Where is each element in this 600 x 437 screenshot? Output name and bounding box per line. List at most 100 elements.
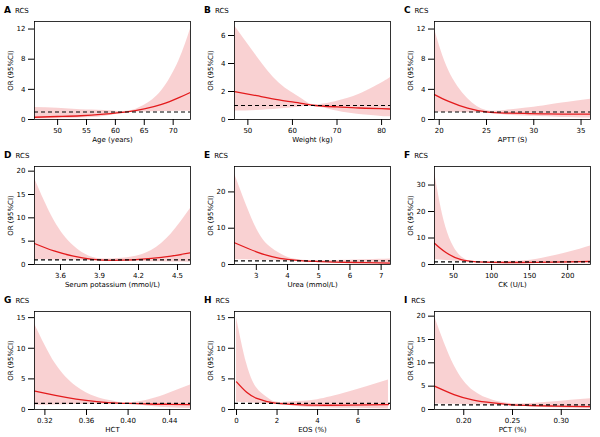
svg-text:5: 5 <box>221 375 225 383</box>
svg-text:50: 50 <box>449 272 458 280</box>
svg-text:2: 2 <box>275 417 279 425</box>
svg-text:65: 65 <box>140 127 149 135</box>
svg-text:OR (95%CI): OR (95%CI) <box>207 50 215 91</box>
svg-text:Weight (kg): Weight (kg) <box>292 136 333 144</box>
html-text:F RCS: F RCS <box>404 150 428 160</box>
svg-text:0.32: 0.32 <box>37 417 53 425</box>
svg-text:OR (95%CI): OR (95%CI) <box>7 195 15 236</box>
svg-text:0: 0 <box>21 116 25 124</box>
svg-text:APTT (S): APTT (S) <box>498 136 528 144</box>
svg-text:4: 4 <box>421 86 426 94</box>
svg-text:4: 4 <box>221 60 226 68</box>
svg-text:0.36: 0.36 <box>79 417 95 425</box>
html-text:H RCS: H RCS <box>204 295 230 305</box>
svg-text:15: 15 <box>417 336 426 344</box>
svg-text:4.5: 4.5 <box>172 272 183 280</box>
svg-text:3.9: 3.9 <box>94 272 105 280</box>
svg-text:70: 70 <box>169 127 178 135</box>
svg-text:5: 5 <box>21 237 25 245</box>
svg-text:OR (95%CI): OR (95%CI) <box>207 195 215 236</box>
html-text:G RCS: G RCS <box>4 295 30 305</box>
svg-text:15: 15 <box>217 314 226 322</box>
svg-text:OR (95%CI): OR (95%CI) <box>7 340 15 381</box>
html-text:B RCS: B RCS <box>204 5 229 15</box>
svg-text:10: 10 <box>417 359 426 367</box>
svg-text:50: 50 <box>53 127 62 135</box>
svg-text:0.25: 0.25 <box>505 417 521 425</box>
html-text:C RCS: C RCS <box>404 5 429 15</box>
svg-text:7: 7 <box>379 272 383 280</box>
svg-text:50: 50 <box>243 127 252 135</box>
svg-text:3: 3 <box>254 272 258 280</box>
svg-text:20: 20 <box>435 127 444 135</box>
svg-text:20: 20 <box>217 188 226 196</box>
svg-text:12: 12 <box>417 25 426 33</box>
svg-text:55: 55 <box>82 127 91 135</box>
svg-text:30: 30 <box>417 181 426 189</box>
svg-text:6: 6 <box>221 32 226 40</box>
svg-text:30: 30 <box>529 127 538 135</box>
html-text:E RCS: E RCS <box>204 150 228 160</box>
svg-text:0.20: 0.20 <box>456 417 472 425</box>
svg-text:20: 20 <box>417 312 426 320</box>
svg-text:0: 0 <box>21 261 25 269</box>
svg-text:4: 4 <box>21 86 26 94</box>
svg-text:15: 15 <box>17 314 26 322</box>
svg-text:Age (years): Age (years) <box>92 136 133 144</box>
svg-text:12: 12 <box>17 25 26 33</box>
svg-text:2: 2 <box>221 88 225 96</box>
svg-text:60: 60 <box>288 127 297 135</box>
svg-text:20: 20 <box>17 167 26 175</box>
svg-text:0: 0 <box>421 406 425 414</box>
svg-text:OR (95%CI): OR (95%CI) <box>207 340 215 381</box>
svg-text:6: 6 <box>348 272 353 280</box>
svg-text:4: 4 <box>285 272 290 280</box>
svg-text:0.30: 0.30 <box>553 417 569 425</box>
svg-text:0: 0 <box>221 406 225 414</box>
svg-text:100: 100 <box>485 272 498 280</box>
svg-text:EOS (%): EOS (%) <box>298 426 327 434</box>
svg-text:60: 60 <box>111 127 120 135</box>
svg-text:OR (95%CI): OR (95%CI) <box>407 340 415 381</box>
svg-text:80: 80 <box>377 127 386 135</box>
svg-text:10: 10 <box>17 344 26 352</box>
svg-text:0: 0 <box>21 406 25 414</box>
svg-text:PCT (%): PCT (%) <box>499 426 527 434</box>
svg-text:CK (U/L): CK (U/L) <box>498 281 527 289</box>
svg-text:6: 6 <box>356 417 361 425</box>
svg-text:15: 15 <box>17 191 26 199</box>
svg-text:0: 0 <box>221 261 225 269</box>
svg-text:10: 10 <box>417 234 426 242</box>
svg-text:20: 20 <box>417 208 426 216</box>
html-text:D RCS: D RCS <box>4 150 30 160</box>
svg-text:0: 0 <box>221 116 225 124</box>
svg-text:5: 5 <box>317 272 321 280</box>
svg-text:10: 10 <box>217 224 226 232</box>
svg-text:10: 10 <box>17 214 26 222</box>
svg-text:4: 4 <box>315 417 320 425</box>
svg-text:Urea (mmol/L): Urea (mmol/L) <box>287 281 338 289</box>
svg-text:3.6: 3.6 <box>55 272 67 280</box>
svg-text:8: 8 <box>421 55 425 63</box>
svg-text:OR (95%CI): OR (95%CI) <box>407 195 415 236</box>
svg-text:5: 5 <box>21 375 25 383</box>
svg-text:150: 150 <box>523 272 536 280</box>
svg-text:Serum potassium (mmol/L): Serum potassium (mmol/L) <box>65 281 160 289</box>
svg-text:0: 0 <box>421 116 425 124</box>
svg-text:25: 25 <box>482 127 491 135</box>
svg-text:0: 0 <box>234 417 238 425</box>
svg-text:HCT: HCT <box>105 426 120 434</box>
svg-text:0: 0 <box>421 261 425 269</box>
svg-text:OR (95%CI): OR (95%CI) <box>7 50 15 91</box>
svg-text:70: 70 <box>333 127 342 135</box>
svg-text:8: 8 <box>21 55 25 63</box>
svg-text:10: 10 <box>217 344 226 352</box>
svg-text:200: 200 <box>561 272 574 280</box>
svg-text:5: 5 <box>421 382 425 390</box>
svg-text:4.2: 4.2 <box>133 272 144 280</box>
svg-text:35: 35 <box>577 127 586 135</box>
svg-text:OR (95%CI): OR (95%CI) <box>407 50 415 91</box>
svg-text:0.44: 0.44 <box>162 417 178 425</box>
svg-text:0.40: 0.40 <box>120 417 136 425</box>
html-text:I RCS: I RCS <box>404 295 426 305</box>
